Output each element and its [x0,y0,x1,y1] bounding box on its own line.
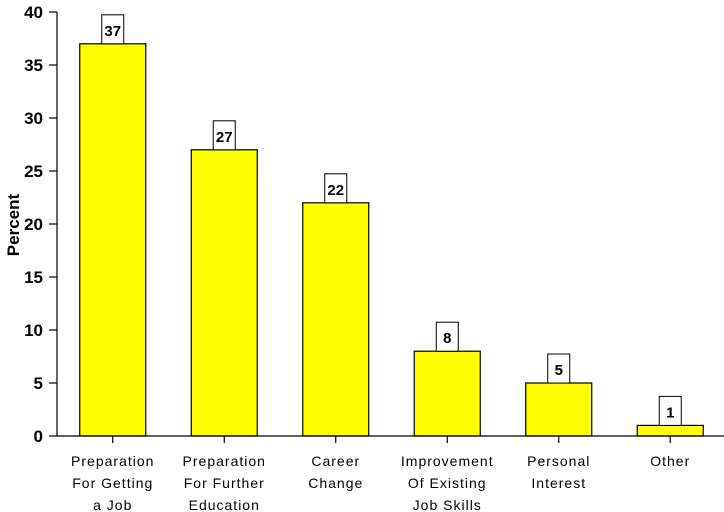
x-tick-label: For Getting [72,475,153,491]
data-label: 5 [555,362,563,379]
bar [79,43,147,437]
x-tick-label: For Further [184,475,265,491]
data-label-box [212,120,236,151]
y-tick-label: 40 [24,3,43,22]
y-axis-label: Percent [4,193,23,256]
x-tick-label: Change [308,475,363,491]
data-label-box [658,395,682,426]
data-label-box [324,173,348,204]
x-tick-label: Job Skills [413,497,482,512]
bar [190,149,258,437]
data-label-box [435,321,459,352]
bar [636,424,704,437]
data-label-box [547,353,571,384]
data-label: 1 [666,404,674,421]
data-label: 8 [443,330,451,347]
data-label: 22 [327,182,344,199]
x-tick-label: Of Existing [408,475,487,491]
data-label: 27 [216,129,233,146]
x-tick-label: Preparation [183,453,266,469]
bars: 37 27 22 8 5 1 [79,14,704,437]
x-tick-label: Interest [531,475,586,491]
y-tick-label: 0 [34,427,43,446]
y-tick-label: 10 [24,321,43,340]
y-tick-label: 20 [24,215,43,234]
x-axis: Preparation For Getting a Job Preparation Fo… [57,435,724,512]
x-tick-label: Personal [527,453,590,469]
y-axis-label-group: Percent [4,193,23,256]
x-tick-label: a Job [93,497,132,512]
y-tick-label: 35 [24,56,43,75]
y-axis: 0 5 10 15 20 25 30 35 40 [24,3,58,446]
bar [302,202,370,437]
x-tick-label: Preparation [71,453,154,469]
y-tick-label: 25 [24,162,43,181]
x-tick-label: Other [650,453,690,469]
y-tick-label: 5 [34,374,43,393]
x-tick-label: Education [189,497,260,512]
data-label: 37 [104,23,121,40]
x-tick-label: Career [311,453,360,469]
y-tick-label: 30 [24,109,43,128]
bar [525,382,593,437]
bar [413,350,481,437]
y-tick-label: 15 [24,268,43,287]
x-tick-label: Improvement [401,453,494,469]
data-label-box [101,14,125,45]
